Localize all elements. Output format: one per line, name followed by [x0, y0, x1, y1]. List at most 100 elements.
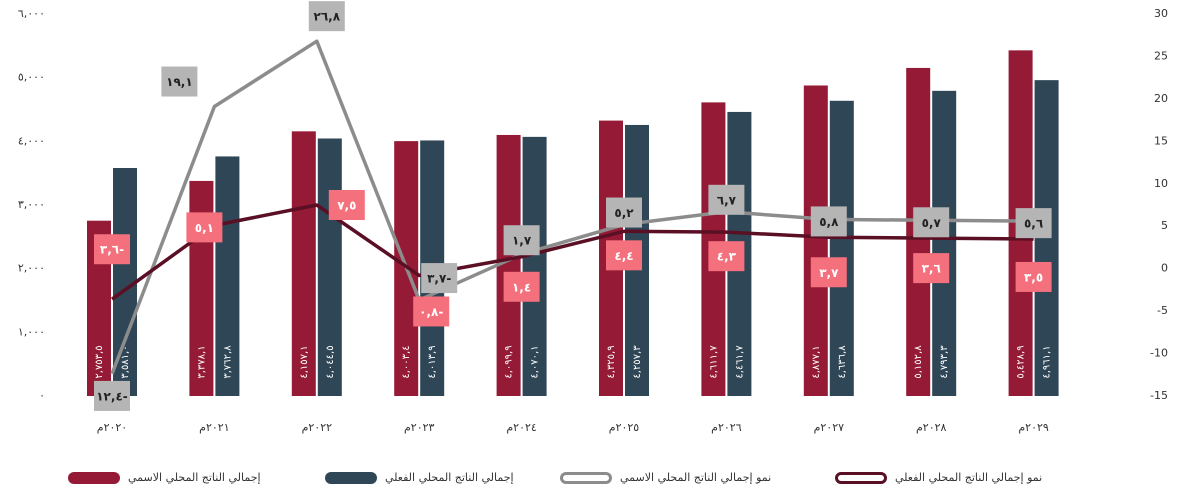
value-box: [913, 253, 950, 284]
legend-swatch: [835, 472, 887, 484]
bar-value-label: ٤,١٥٧,١: [299, 345, 310, 378]
line-value-label: ٥,٨: [819, 215, 839, 229]
value-box: [708, 241, 745, 272]
bar-value-label: ٤,٠٠٣,٤: [401, 345, 412, 378]
bar-value-label: ٤,٣٢٥,٩: [606, 345, 617, 378]
x-tick-label: ٢٠٢٩م: [1018, 421, 1049, 434]
line-value-label: ٢٦,٨: [314, 10, 341, 24]
line-value-label: ٥,٦: [1024, 217, 1043, 231]
bar: [932, 90, 957, 396]
line-value-label: ٣,٧-: [427, 272, 451, 286]
x-tick-label: ٢٠٢٨م: [916, 421, 947, 434]
y-tick-label: ٥,٠٠٠: [18, 71, 45, 84]
y-tick-label: ٤,٠٠٠: [18, 134, 45, 147]
line-value-label: ١٢,٤-: [96, 389, 128, 403]
bar: [291, 131, 316, 396]
x-tick-label: ٢٠٢٧م: [814, 421, 845, 434]
legend-label: نمو إجمالي الناتج المحلي الفعلي: [895, 471, 1042, 484]
line-value-label: ٤,٣: [717, 250, 737, 264]
value-box: [1015, 208, 1052, 239]
y2-tick-label: 5: [1161, 219, 1168, 232]
legend-label: نمو إجمالي الناتج المحلي الاسمي: [620, 471, 771, 484]
line-value-label: ٠,٨-: [419, 305, 443, 319]
value-box: [186, 212, 223, 243]
legend-label: إجمالي الناتج المحلي الفعلي: [385, 471, 514, 484]
bar-value-label: ٤,٧٩٣,٣: [939, 345, 950, 379]
y2-tick-label: 10: [1154, 177, 1168, 190]
bar: [317, 138, 342, 396]
value-box: [503, 271, 540, 302]
bar-value-label: ٥,١٥٢,٨: [913, 345, 924, 379]
bar: [522, 136, 547, 396]
line-value-label: ٣,٧: [819, 266, 839, 280]
x-tick-label: ٢٠٢١م: [199, 421, 229, 434]
line-value-label: ٣,٦-: [100, 243, 124, 257]
line-value-label: ٧,٥: [337, 199, 356, 213]
value-box: [308, 1, 345, 32]
value-box: [503, 225, 540, 256]
bar-value-label: ٣,٧٦٢,٨: [222, 345, 233, 379]
legend-swatch: [68, 472, 120, 484]
y2-tick-label: -10: [1150, 347, 1168, 360]
line-value-label: ٣,٦: [922, 262, 941, 276]
x-tick-label: ٢٠٢٣م: [404, 421, 435, 434]
bar: [803, 85, 828, 396]
y-tick-label: ٢,٠٠٠: [18, 262, 45, 275]
x-tick-label: ٢٠٢٦م: [711, 421, 742, 434]
line-value-label: ٥,١: [195, 221, 214, 235]
bar-value-label: ٣,٥٨١,٠: [120, 345, 131, 378]
y2-tick-label: 0: [1161, 262, 1168, 275]
line-value-label: ٣,٥: [1024, 270, 1043, 284]
bar-value-label: ٤,٠٧٠,١: [530, 345, 541, 378]
value-box: [1015, 261, 1052, 292]
line-value-label: ٥,٧: [922, 216, 942, 230]
legend-swatch: [560, 472, 612, 484]
value-box: [810, 257, 847, 288]
y2-tick-label: 15: [1154, 134, 1168, 147]
bar-value-label: ٤,٩٦١,١: [1042, 345, 1053, 378]
x-tick-label: ٢٠٢٠م: [97, 421, 127, 434]
x-tick-label: ٢٠٢٥م: [609, 421, 640, 434]
bar-value-label: ٤,٠١٣,٩: [427, 345, 438, 378]
x-tick-label: ٢٠٢٢م: [302, 421, 333, 434]
line-value-label: ٤,٤: [614, 249, 633, 263]
bar-value-label: ٤,٤٦١,٧: [734, 345, 745, 379]
line-value-label: ١٩,١: [166, 75, 193, 89]
bar-value-label: ٣,٣٧٨,١: [196, 345, 207, 378]
bar-value-label: ٤,٠٤٤,٥: [325, 345, 336, 378]
bar-value-label: ٤,٦١١,٧: [708, 345, 719, 379]
bar: [215, 156, 240, 396]
bar-value-label: ٤,٢٥٧,٣: [632, 345, 643, 379]
line-value-label: ٦,٧: [717, 193, 737, 207]
value-box: [94, 234, 130, 265]
value-box: [413, 296, 450, 327]
value-box: [161, 66, 198, 97]
y-tick-label: ١,٠٠٠: [18, 325, 45, 338]
y-tick-label: ٣,٠٠٠: [18, 198, 45, 211]
line: [110, 203, 1034, 301]
bar-value-label: ٥,٤٢٨,٩: [1016, 345, 1027, 378]
y-tick-label: ٦,٠٠٠: [18, 7, 45, 20]
y2-tick-label: 20: [1154, 92, 1168, 105]
legend-swatch: [325, 472, 377, 484]
value-box: [606, 240, 642, 271]
y2-tick-label: -15: [1150, 389, 1168, 402]
legend-label: إجمالي الناتج المحلي الاسمي: [128, 471, 261, 484]
value-box: [94, 380, 130, 411]
value-box: [913, 207, 950, 238]
y2-tick-label: -5: [1157, 304, 1168, 317]
value-box: [606, 197, 642, 228]
y2-tick-label: 25: [1154, 49, 1168, 62]
line-value-label: ١,٤: [512, 280, 531, 294]
x-tick-label: ٢٠٢٤م: [506, 421, 537, 434]
bar-value-label: ٤,٦٣٦,٨: [837, 345, 848, 379]
bar-value-label: ٢,٧٥٣,٥: [94, 345, 105, 378]
value-box: [708, 184, 745, 215]
y2-tick-label: 30: [1154, 7, 1168, 20]
line: [110, 39, 1034, 375]
y-tick-label: ٠: [39, 389, 45, 402]
value-box: [328, 190, 365, 220]
bar: [496, 134, 521, 397]
bar-value-label: ٤,٠٩٩,٩: [504, 345, 515, 378]
